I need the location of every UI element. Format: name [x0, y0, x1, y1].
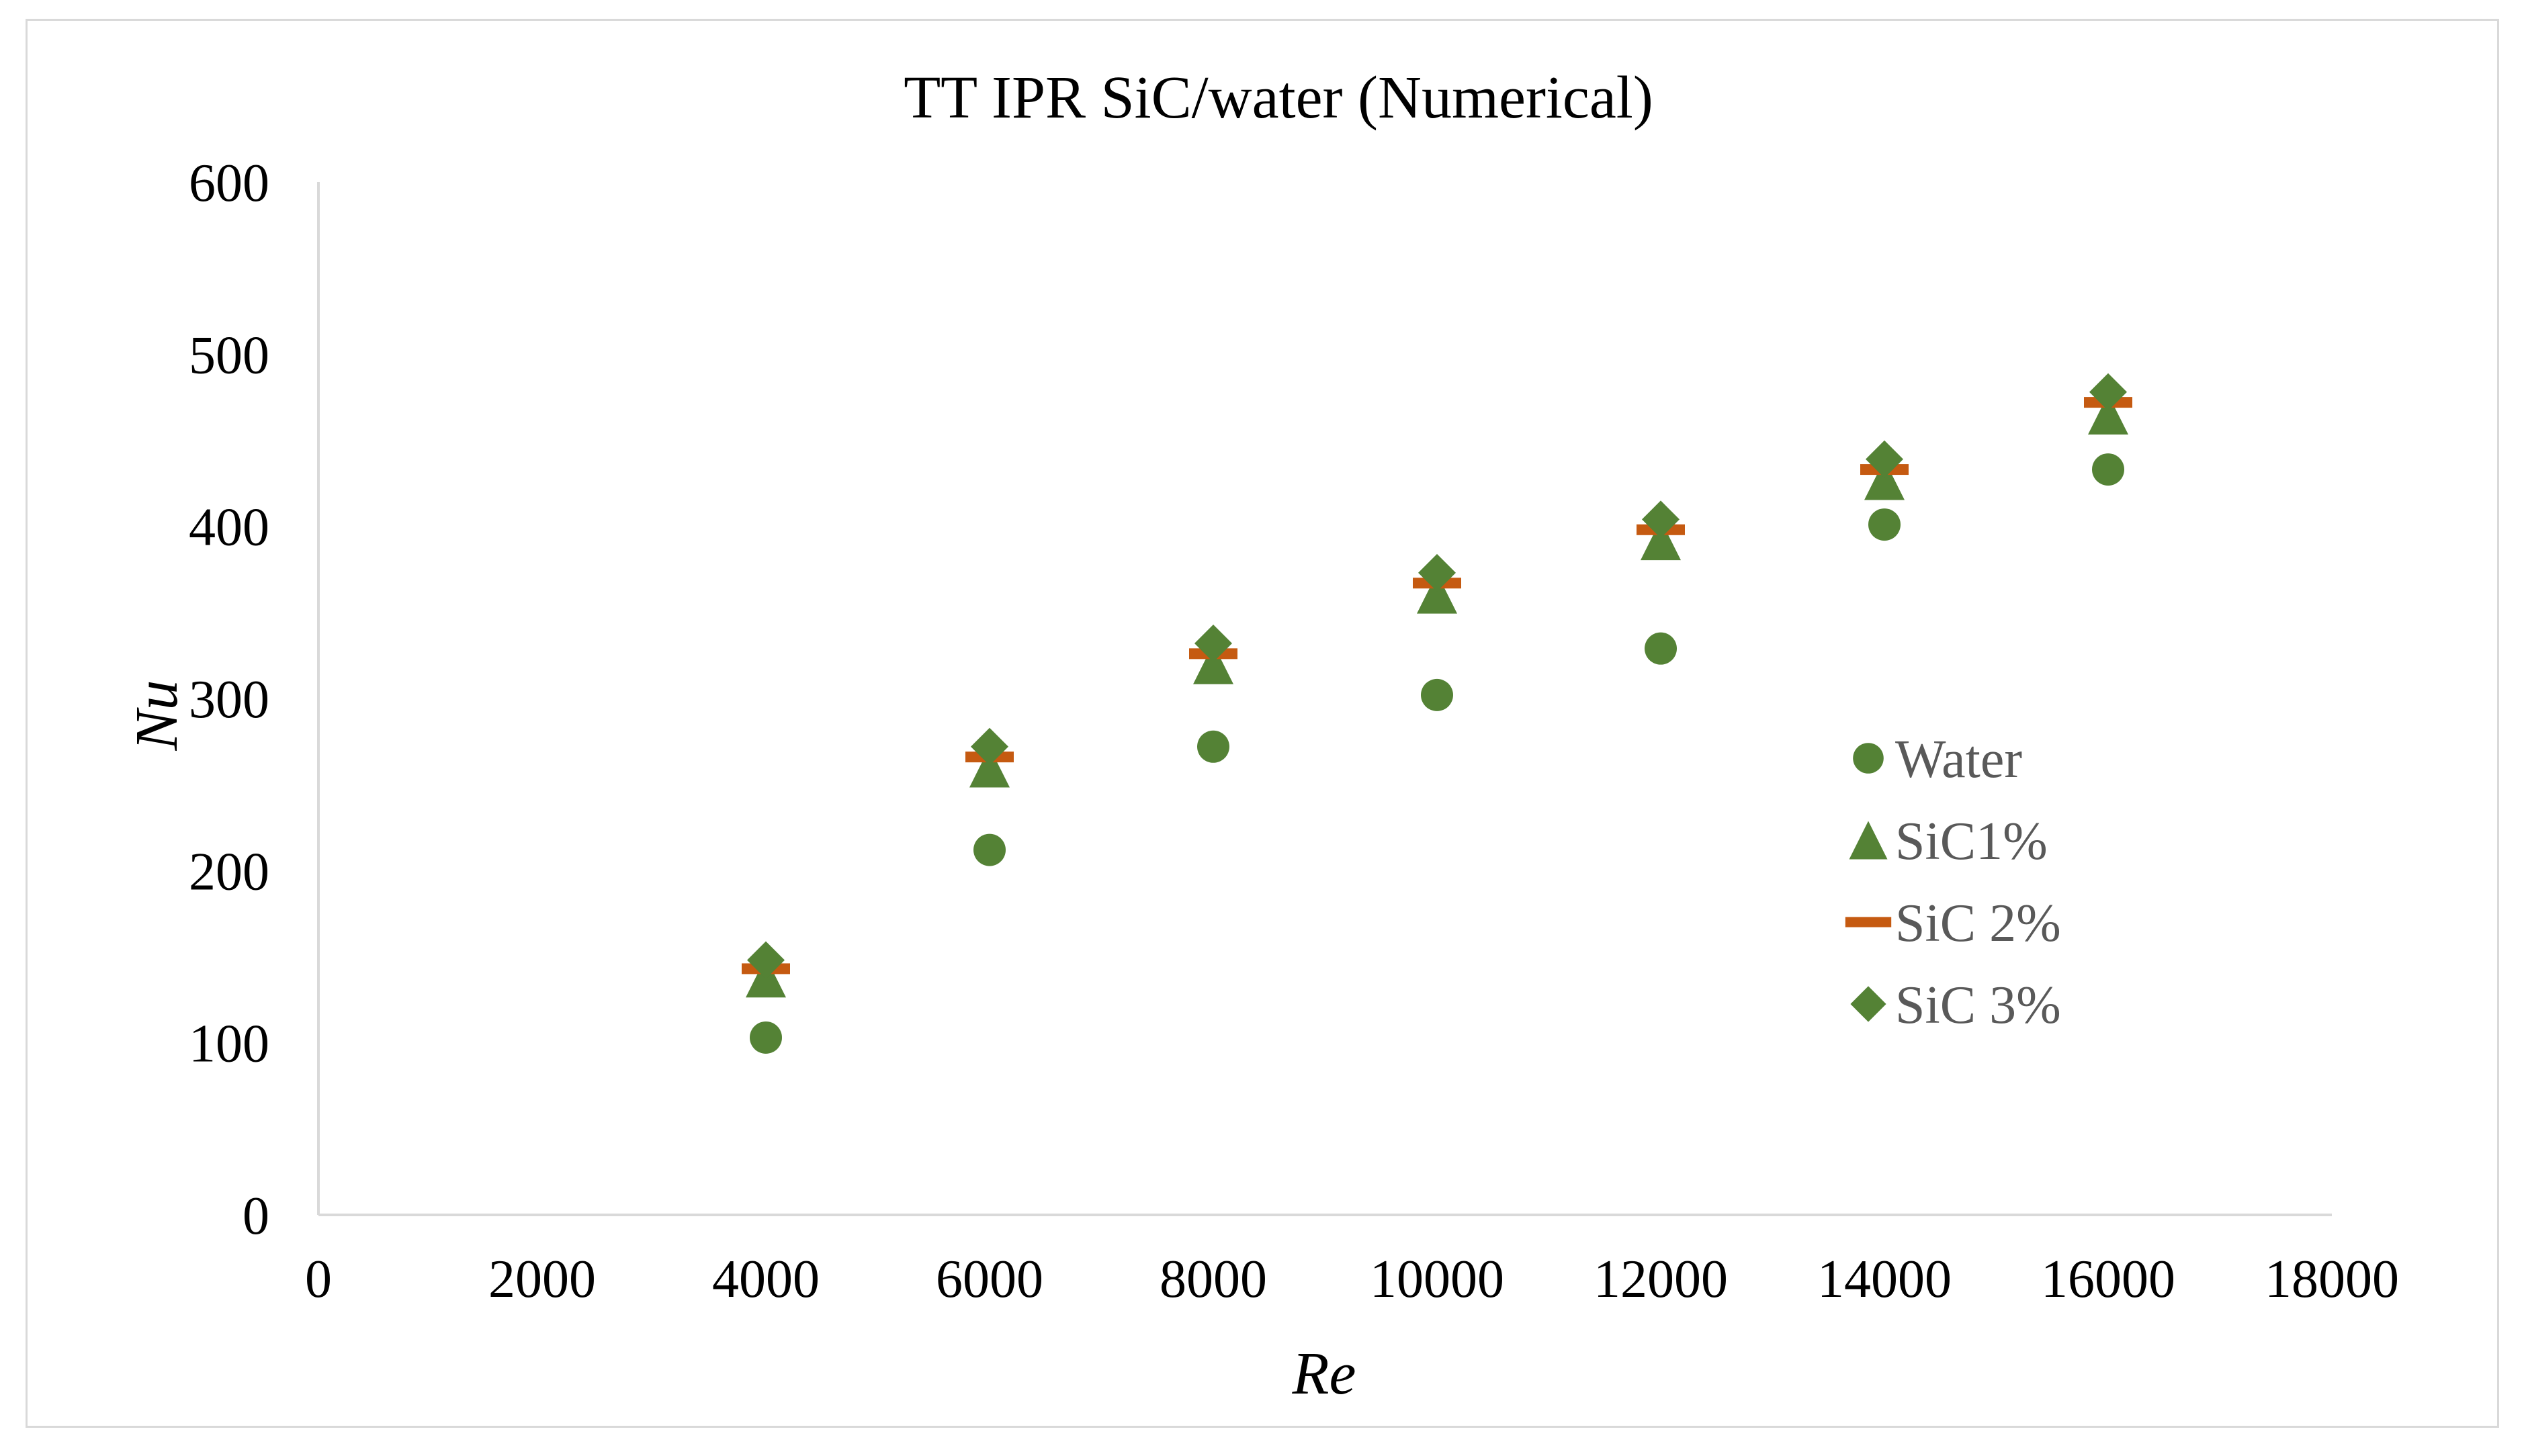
legend-marker-sic1: [1849, 821, 1888, 860]
data-markers: [742, 373, 2132, 1054]
point-sic1: [969, 747, 1010, 788]
scatter-chart: TT IPR SiC/water (Numerical) Nu Re 0 2000…: [124, 64, 2399, 1407]
legend-marker-sic-3: [1850, 986, 1886, 1022]
legend: Water SiC1% SiC 2% SiC 3%: [1845, 730, 2061, 1035]
x-tick-label: 14000: [1817, 1250, 1952, 1309]
point-water: [750, 1021, 782, 1054]
y-tick-label: 300: [189, 670, 269, 729]
x-tick-label: 18000: [2265, 1250, 2399, 1309]
y-tick-label: 500: [189, 326, 269, 385]
legend-label-water: Water: [1895, 730, 2022, 789]
point-water: [2092, 453, 2124, 486]
legend-label-sic-3: SiC 3%: [1895, 976, 2061, 1035]
tick-labels: 0 2000 4000 6000 8000 10000 12000 14000 16000 180…: [189, 154, 2399, 1309]
point-sic-3: [1642, 500, 1680, 539]
x-tick-label: 2000: [488, 1250, 596, 1309]
point-sic1: [1641, 520, 1681, 561]
y-tick-label: 600: [189, 154, 269, 213]
y-axis-label: Nu: [124, 680, 190, 751]
legend-marker-water: [1853, 743, 1884, 774]
point-sic-3: [1418, 553, 1456, 592]
point-water: [1421, 678, 1453, 711]
chart-title: TT IPR SiC/water (Numerical): [904, 64, 1653, 131]
axes: [317, 182, 2332, 1216]
x-tick-label: 4000: [712, 1250, 820, 1309]
point-sic-3: [971, 727, 1008, 766]
legend-marker-sic-2: [1845, 917, 1892, 927]
point-water: [1197, 730, 1229, 763]
point-water: [1645, 632, 1677, 665]
y-tick-label: 100: [189, 1015, 269, 1074]
x-tick-label: 6000: [936, 1250, 1043, 1309]
point-sic1: [1417, 573, 1457, 614]
chart-area: TT IPR SiC/water (Numerical) Nu Re 0 2000…: [26, 19, 2499, 1428]
point-sic-3: [1194, 624, 1232, 662]
y-tick-label: 400: [189, 498, 269, 557]
point-water: [1868, 508, 1901, 541]
y-tick-label: 0: [243, 1187, 269, 1246]
point-water: [973, 833, 1006, 866]
point-sic-3: [1866, 440, 1903, 478]
y-tick-label: 200: [189, 842, 269, 901]
point-sic1: [1864, 459, 1905, 500]
point-sic1: [1193, 643, 1233, 684]
point-sic-3: [747, 941, 785, 979]
x-tick-label: 16000: [2041, 1250, 2175, 1309]
point-sic1: [2088, 394, 2128, 435]
x-tick-label: 10000: [1370, 1250, 1504, 1309]
x-tick-label: 8000: [1160, 1250, 1267, 1309]
x-tick-label: 0: [305, 1250, 332, 1309]
x-axis-label: Re: [1292, 1340, 1356, 1407]
x-tick-label: 12000: [1594, 1250, 1728, 1309]
legend-label-sic-2: SiC 2%: [1895, 894, 2061, 953]
point-sic-3: [2089, 373, 2127, 411]
legend-label-sic1: SiC1%: [1895, 812, 2048, 871]
